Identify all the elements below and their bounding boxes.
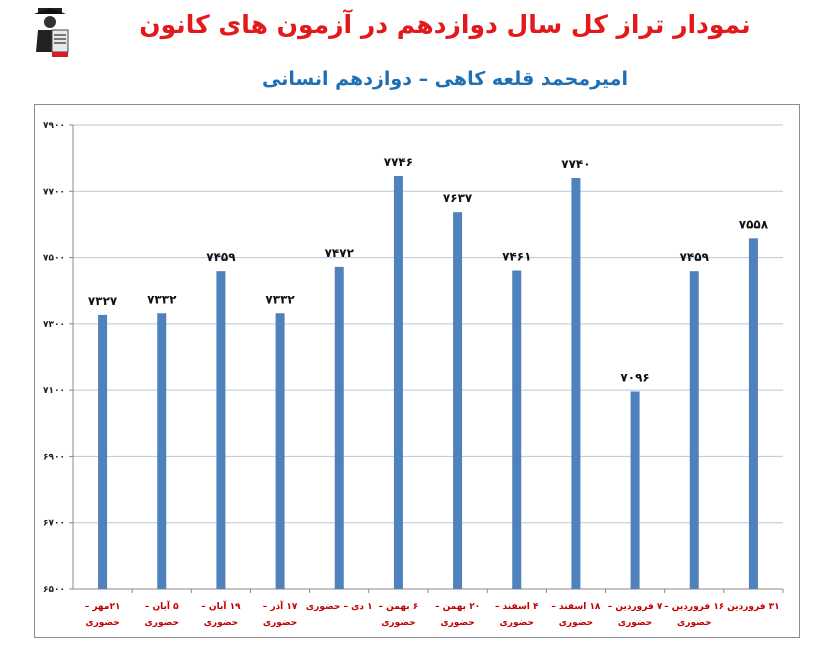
bar [689,271,699,589]
x-tick-label: ۱۷ آذر – [263,600,298,612]
x-tick-label: ۲۰ بهمن – [435,602,480,612]
x-tick-label: ۲۱مهر – [85,602,121,612]
bar [98,314,108,589]
bar-chart: ۶۵۰۰ ۶۷۰۰ ۶۹۰۰ ۷۱۰۰ ۷۳۰۰ ۷۵۰۰ ۷۷۰۰ ۷۹۰۰ ۷۳۲۷ ۲۱مه… [43,121,784,628]
bar [748,238,758,589]
data-label: ۷۳۳۲ [265,292,295,306]
x-tick-label: ۱ دی – حضوری [306,602,373,612]
bar [216,271,226,589]
x-tick-label: حضوری [559,618,593,628]
x-tick-label: ۷ فروردین – [608,602,663,612]
data-label: ۷۵۵۸ [739,217,769,231]
y-tick-label: ۷۳۰۰ [43,320,65,330]
data-label: ۷۳۳۲ [147,292,177,306]
data-label: ۷۷۴۰ [561,157,590,171]
x-tick-label: حضوری [85,618,119,628]
y-tick-label: ۶۷۰۰ [43,519,65,529]
bar [393,176,403,589]
bar [512,270,522,589]
chart-area: ۶۵۰۰ ۶۷۰۰ ۶۹۰۰ ۷۱۰۰ ۷۳۰۰ ۷۵۰۰ ۷۷۰۰ ۷۹۰۰ ۷۳۲۷ ۲۱مه… [34,104,800,638]
data-label: ۷۷۴۶ [384,155,413,169]
data-label: ۷۴۵۹ [206,250,236,264]
x-tick-label: حضوری [381,618,415,628]
data-label: ۷۳۲۷ [88,294,118,308]
data-label: ۷۰۹۶ [620,370,649,384]
data-label: ۷۴۷۲ [325,246,355,260]
x-tick-label: حضوری [204,618,238,628]
y-tick-label: ۷۹۰۰ [43,121,65,131]
bar [453,212,463,589]
y-tick-label: ۶۵۰۰ [43,585,65,595]
x-tick-label: ۴ اسفند – [495,602,539,612]
x-tick-label: حضوری [440,618,474,628]
bar [334,266,344,589]
data-label: ۷۶۳۷ [443,191,473,205]
chart-subtitle: امیرمحمد قلعه کاهی – دوازدهم انسانی [262,68,628,90]
x-tick-label: حضوری [677,618,711,628]
x-tick-label: حضوری [145,618,179,628]
bar [275,313,285,589]
x-tick-label: حضوری [263,618,297,628]
x-tick-label: ۳۱ فروردین [727,602,780,612]
bar [630,391,640,589]
x-tick-label: ۱۹ آبان – [201,600,241,612]
x-tick-label: ۱۶ فروردین – [664,602,724,612]
chart-title: نمودار تراز کل سال دوازدهم در آزمون های … [139,10,751,39]
x-tick-label: ۵ آبان – [145,600,179,612]
y-tick-label: ۷۷۰۰ [43,187,65,197]
x-tick-label: حضوری [500,618,534,628]
data-label: ۷۴۶۱ [502,249,531,263]
x-tick-label: حضوری [618,618,652,628]
kanoon-logo-icon [28,6,73,60]
bar [571,178,581,589]
data-label: ۷۴۵۹ [680,250,710,264]
x-tick-label: ۶ بهمن – [379,602,419,612]
bar [157,313,167,589]
y-tick-label: ۶۹۰۰ [43,452,65,462]
y-tick-label: ۷۱۰۰ [43,386,65,396]
y-tick-label: ۷۵۰۰ [43,254,65,264]
x-tick-label: ۱۸ اسفند – [551,602,601,612]
